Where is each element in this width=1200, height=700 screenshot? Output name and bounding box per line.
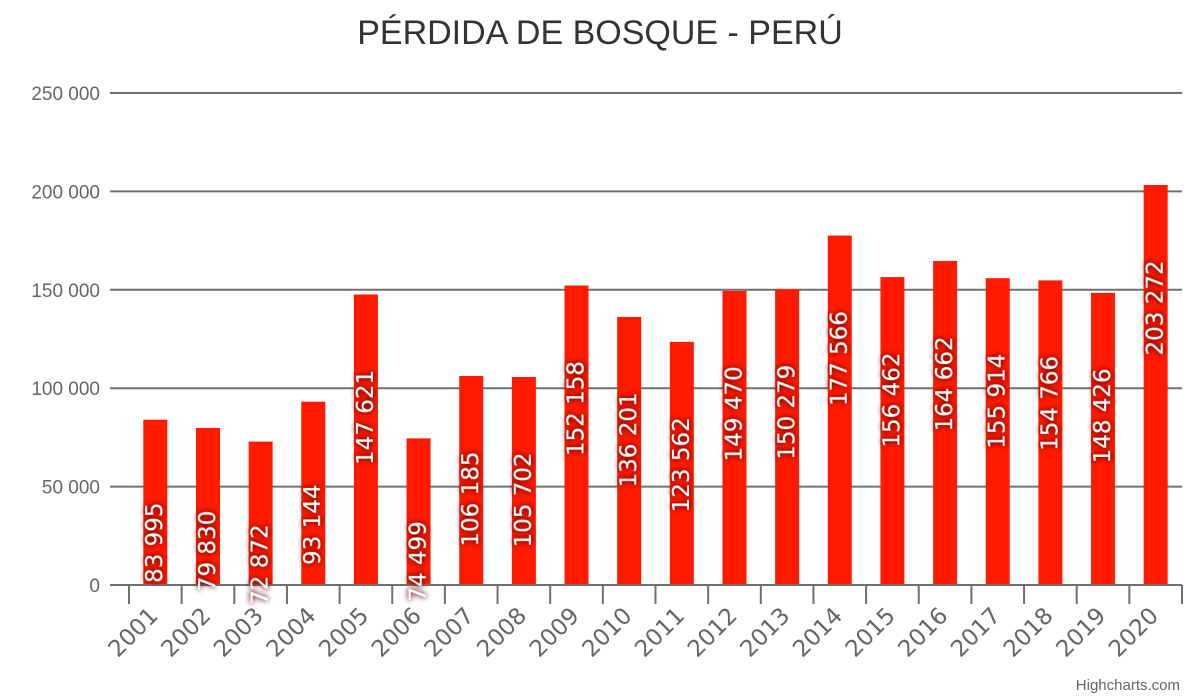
bar-2018[interactable] — [1038, 280, 1063, 585]
x-tick-label: 2003 — [209, 603, 269, 663]
bar-2004[interactable] — [301, 401, 326, 585]
x-tick-label: 2019 — [1051, 603, 1111, 663]
bar-2003[interactable] — [248, 441, 273, 585]
x-tick-label: 2013 — [736, 603, 796, 663]
bar-2013[interactable] — [775, 289, 800, 585]
data-label: 149 470 — [721, 366, 747, 461]
bar-2007[interactable] — [459, 376, 484, 585]
x-tick-label: 2017 — [946, 603, 1006, 663]
y-tick-label: 50 000 — [42, 478, 100, 499]
data-label: 74 499 — [406, 521, 432, 601]
bar-2010[interactable] — [617, 316, 642, 585]
bar-2012[interactable] — [722, 290, 747, 585]
x-tick-label: 2012 — [683, 603, 743, 663]
bar-2005[interactable] — [353, 294, 378, 585]
data-label: 105 702 — [511, 452, 537, 547]
bar-2016[interactable] — [933, 260, 958, 585]
bar-2017[interactable] — [985, 278, 1010, 585]
credits-link[interactable]: Highcharts.com — [1075, 677, 1180, 694]
x-tick-label: 2001 — [104, 603, 164, 663]
bar-2002[interactable] — [195, 427, 220, 585]
x-tick-label: 2008 — [472, 603, 532, 663]
data-label: 123 562 — [669, 417, 695, 512]
x-tick-label: 2004 — [262, 603, 322, 663]
bar-2001[interactable] — [143, 419, 168, 585]
x-tick-label: 2009 — [525, 603, 585, 663]
x-tick-label: 2020 — [1104, 603, 1164, 663]
chart-title: PÉRDIDA DE BOSQUE - PERÚ — [357, 14, 843, 52]
bar-series — [143, 184, 1168, 586]
bar-2009[interactable] — [564, 285, 589, 585]
data-label: 147 621 — [353, 370, 379, 465]
x-tick-label: 2006 — [367, 603, 427, 663]
bar-2014[interactable] — [827, 235, 852, 585]
data-label: 72 872 — [248, 524, 274, 604]
y-tick-label: 0 — [89, 576, 100, 597]
data-labels: 83 995 79 830 72 872 93 144 147 621 74 499 106… — [142, 260, 1168, 604]
data-label: 203 272 — [1143, 260, 1169, 355]
x-tick-label: 2010 — [578, 603, 638, 663]
data-label: 83 995 — [142, 502, 168, 582]
y-tick-label: 200 000 — [31, 182, 100, 203]
x-tick-label: 2018 — [999, 603, 1059, 663]
data-label: 93 144 — [300, 484, 326, 564]
data-label: 155 914 — [985, 354, 1011, 449]
x-tick-label: 2011 — [630, 603, 690, 663]
data-label: 164 662 — [932, 336, 958, 431]
data-label: 148 426 — [1090, 368, 1116, 463]
x-tick-label: 2016 — [894, 603, 954, 663]
data-label: 154 766 — [1037, 356, 1063, 451]
data-label: 79 830 — [195, 511, 221, 591]
bar-2006[interactable] — [406, 438, 431, 585]
bar-2015[interactable] — [880, 277, 905, 585]
bar-2008[interactable] — [511, 376, 536, 585]
bar-2019[interactable] — [1091, 292, 1116, 585]
x-tick-label: 2005 — [314, 603, 374, 663]
data-label: 156 462 — [879, 353, 905, 448]
x-tick-label: 2007 — [420, 603, 480, 663]
data-label: 152 158 — [564, 361, 590, 456]
y-tick-label: 150 000 — [31, 281, 100, 302]
data-label: 106 185 — [458, 451, 484, 546]
y-tick-label: 250 000 — [31, 84, 100, 105]
x-tick-label: 2015 — [841, 603, 901, 663]
bar-2011[interactable] — [669, 341, 694, 585]
bar-2020[interactable] — [1143, 184, 1168, 586]
y-tick-label: 100 000 — [31, 379, 100, 400]
y-axis-labels: 0 50 000 100 000 150 000 200 000 250 000 — [31, 84, 100, 597]
x-tick-label: 2002 — [156, 603, 216, 663]
data-label: 177 566 — [827, 311, 853, 406]
data-label: 136 201 — [616, 392, 642, 487]
data-label: 150 279 — [774, 365, 800, 460]
x-tick-label: 2014 — [788, 603, 848, 663]
